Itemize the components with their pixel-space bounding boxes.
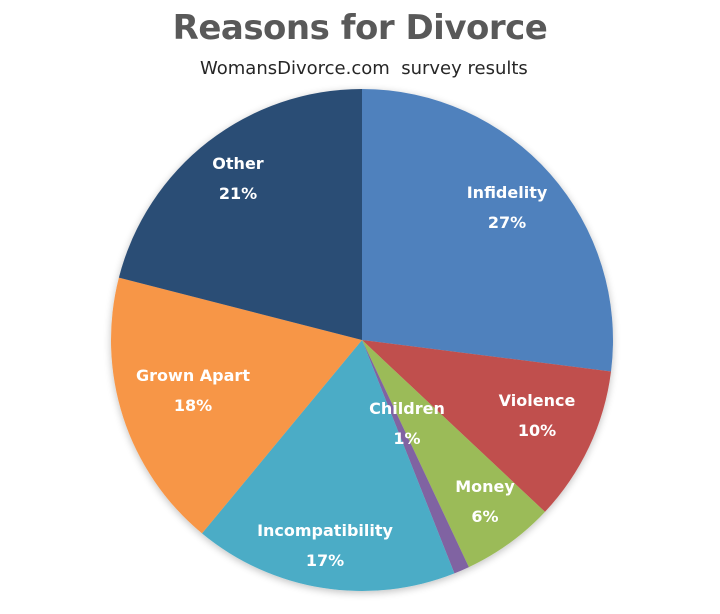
pie-slice-violence	[362, 340, 612, 512]
slice-label-percent: 21%	[219, 184, 257, 203]
slice-label-percent: 10%	[518, 421, 556, 440]
slice-label-name: Incompatibility	[257, 521, 393, 540]
slice-label-percent: 6%	[471, 507, 498, 526]
slice-label-percent: 1%	[393, 429, 420, 448]
slice-label-money: Money 6%	[455, 477, 515, 526]
pie-labels: Infidelity 27% Violence 10% Money 6% Children 1…	[136, 154, 575, 570]
slice-label-violence: Violence 10%	[499, 391, 576, 440]
slice-label-name: Children	[369, 399, 445, 418]
slice-label-percent: 27%	[488, 213, 526, 232]
slice-label-children: Children 1%	[369, 399, 445, 448]
pie-slice-money	[362, 340, 545, 568]
slice-label-name: Money	[455, 477, 515, 496]
slice-label-name: Grown Apart	[136, 366, 250, 385]
chart-subtitle: WomansDivorce.com survey results	[200, 58, 528, 79]
slice-label-name: Other	[212, 154, 263, 173]
slice-label-other: Other 21%	[212, 154, 263, 203]
slice-label-name: Violence	[499, 391, 576, 410]
slice-label-name: Infidelity	[467, 183, 548, 202]
pie-slices	[111, 89, 613, 591]
pie-slice-infidelity	[362, 89, 613, 372]
slice-label-infidelity: Infidelity 27%	[467, 183, 548, 232]
pie-slice-incompatibility	[202, 340, 455, 591]
slice-label-percent: 17%	[306, 551, 344, 570]
pie-slice-other	[118, 89, 363, 340]
slice-label-grown-apart: Grown Apart 18%	[136, 366, 250, 415]
pie-slice-children	[362, 340, 469, 574]
pie-slice-grown-apart	[111, 277, 362, 534]
slice-label-percent: 18%	[174, 396, 212, 415]
chart-title: Reasons for Divorce	[172, 8, 548, 48]
slice-label-incompatibility: Incompatibility 17%	[257, 521, 393, 570]
